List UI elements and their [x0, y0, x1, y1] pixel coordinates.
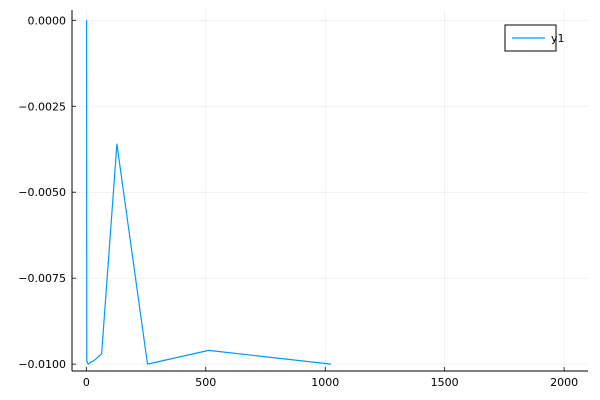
grid	[72, 10, 588, 371]
x-tick-label: 1500	[431, 376, 459, 389]
x-tick-label: 0	[83, 376, 90, 389]
axes	[71, 10, 588, 372]
x-tick-label: 1000	[311, 376, 339, 389]
y-tick-label: −0.0025	[18, 100, 66, 113]
legend-label-y1: y1	[551, 32, 565, 45]
y-tick-label: −0.0100	[18, 358, 66, 371]
series-line-y1	[85, 20, 332, 365]
y-tick-label: −0.0075	[18, 272, 66, 285]
x-tick-label: 500	[195, 376, 216, 389]
y-tick-label: −0.0050	[18, 186, 66, 199]
series	[85, 20, 332, 365]
tick-labels: 0 500 1000 1500 2000 0.0000 −0.0025 −0.0050 −0.0…	[18, 14, 578, 389]
legend: y1	[504, 24, 565, 52]
y-tick-label: 0.0000	[28, 14, 67, 27]
x-tick-label: 2000	[550, 376, 578, 389]
